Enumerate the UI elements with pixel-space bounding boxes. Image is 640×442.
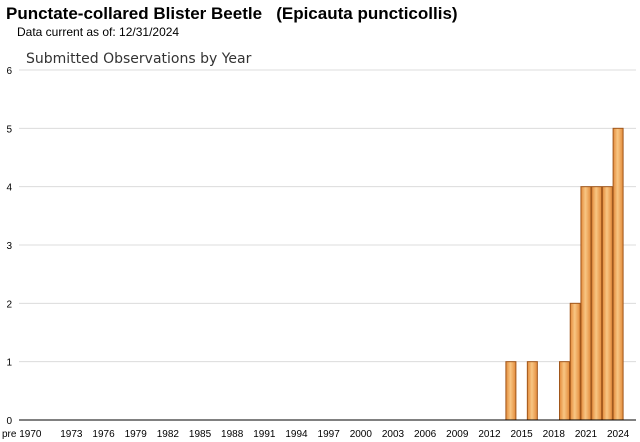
bar-2016 xyxy=(526,361,538,421)
x-tick-label: 1991 xyxy=(253,429,276,440)
x-tick-label: 1994 xyxy=(285,429,308,440)
species-title: Punctate-collared Blister Beetle (Epicau… xyxy=(6,4,458,23)
y-tick-label: 4 xyxy=(6,183,12,194)
bar-2019 xyxy=(559,361,570,421)
bar-2020 xyxy=(569,302,581,421)
x-tick-label: pre 1970 xyxy=(2,429,42,440)
y-tick-label: 2 xyxy=(6,299,12,310)
bars xyxy=(505,127,624,421)
y-tick-label: 3 xyxy=(6,241,12,252)
x-tick-label: 1988 xyxy=(221,429,244,440)
x-tick-label: 2021 xyxy=(575,429,598,440)
x-tick-label: 2018 xyxy=(543,429,566,440)
bar-2023 xyxy=(601,186,613,421)
y-tick-label: 5 xyxy=(6,124,12,135)
y-axis-ticks: 0 1 2 3 4 5 6 xyxy=(6,66,12,427)
x-tick-label: 1976 xyxy=(92,429,115,440)
y-tick-label: 0 xyxy=(6,416,12,427)
gridlines xyxy=(19,69,636,363)
x-tick-label: 2003 xyxy=(382,429,405,440)
x-tick-label: 1979 xyxy=(125,429,148,440)
x-tick-label: 2000 xyxy=(350,429,373,440)
data-current-date: Data current as of: 12/31/2024 xyxy=(17,25,180,39)
bar-2014 xyxy=(505,361,517,421)
bar-2024 xyxy=(612,127,624,421)
x-tick-label: 2024 xyxy=(607,429,630,440)
x-tick-label: 2012 xyxy=(478,429,501,440)
x-tick-label: 1997 xyxy=(318,429,341,440)
x-tick-label: 2009 xyxy=(446,429,469,440)
x-tick-label: 1985 xyxy=(189,429,212,440)
x-tick-label: 1973 xyxy=(60,429,83,440)
x-tick-label: 2006 xyxy=(414,429,437,440)
y-tick-label: 1 xyxy=(6,358,12,369)
y-tick-label: 6 xyxy=(6,66,12,77)
chart-title: Submitted Observations by Year xyxy=(26,51,252,67)
bar-2022 xyxy=(591,186,603,421)
x-tick-label: 1982 xyxy=(157,429,180,440)
x-axis-ticks: pre 1970 1973 1976 1979 1982 1985 1988 1991 1994… xyxy=(2,429,630,440)
x-tick-label: 2015 xyxy=(510,429,533,440)
bar-2021 xyxy=(580,186,592,421)
